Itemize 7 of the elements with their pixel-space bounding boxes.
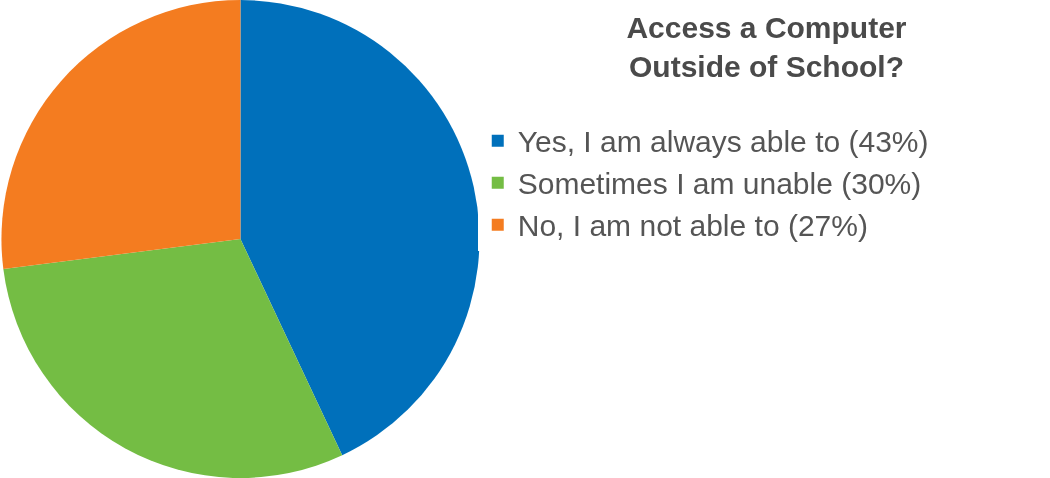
legend-label: No, I am not able to (27%) (517, 209, 868, 243)
pie-slice (3, 239, 343, 478)
pie-slice (240, 0, 480, 456)
legend-label: Yes, I am always able to (43%) (517, 125, 929, 159)
text: Access a Computer Outside of School? (626, 11, 907, 84)
pie-slice (1, 0, 241, 269)
legend-label: Sometimes I am unable (30%) (517, 167, 922, 201)
